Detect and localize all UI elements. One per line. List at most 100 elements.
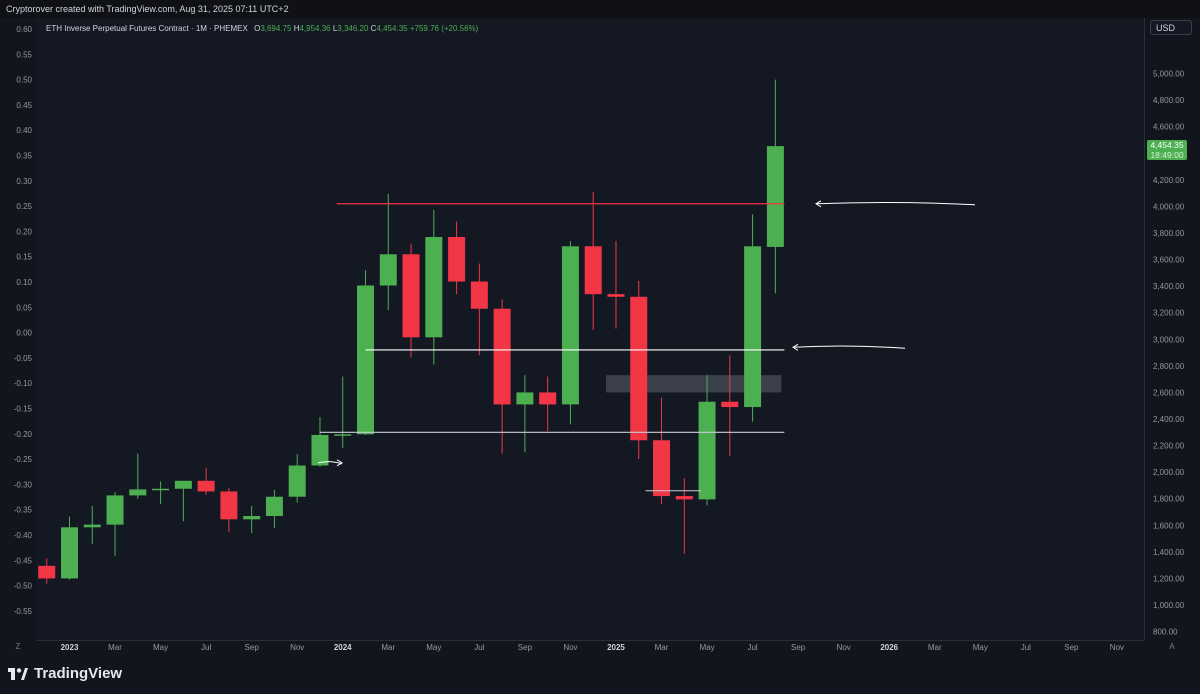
candle-2025-03[interactable] xyxy=(653,397,671,505)
price-tick-20: 1,200.00 xyxy=(1153,574,1185,583)
left-axis-ticks: 0.60 0.55 0.50 0.45 0.40 0.35 0.30 0.25 0.20 0.15… xyxy=(14,25,33,616)
auto-scale-button[interactable]: A xyxy=(1144,640,1200,654)
candle-2024-04[interactable] xyxy=(402,243,420,358)
left-tick-6: 0.30 xyxy=(16,177,32,186)
candle-2023-04[interactable] xyxy=(129,453,147,499)
time-tick-14: May xyxy=(699,643,714,652)
chart-pane[interactable] xyxy=(36,18,1144,640)
candle-2024-09[interactable] xyxy=(516,375,534,453)
candle-2025-08[interactable] xyxy=(766,79,784,294)
candle-2023-09[interactable] xyxy=(243,506,261,534)
time-tick-7: Mar xyxy=(381,643,395,652)
body-2023-11 xyxy=(288,465,306,497)
candle-2024-08[interactable] xyxy=(493,299,511,454)
low-label: L xyxy=(332,24,338,33)
symbol-legend[interactable]: ETH Inverse Perpetual Futures Contract ·… xyxy=(46,24,478,33)
left-tick-4: 0.40 xyxy=(16,126,32,135)
candle-2022-12[interactable] xyxy=(38,558,56,584)
open-value: 3,694.75 xyxy=(260,24,292,33)
left-tick-2: 0.50 xyxy=(16,76,32,85)
left-tick-15: -0.15 xyxy=(14,405,33,414)
candle-2023-08[interactable] xyxy=(220,488,238,532)
arrow-resistance[interactable] xyxy=(815,200,976,208)
arrow-breakout[interactable] xyxy=(317,459,343,467)
time-tick-10: Sep xyxy=(518,643,533,652)
arrow-support[interactable] xyxy=(792,343,906,351)
candle-2024-10[interactable] xyxy=(539,376,557,431)
body-2024-09 xyxy=(516,392,534,405)
candle-2023-06[interactable] xyxy=(174,480,192,522)
arrow-support-head xyxy=(792,343,799,351)
candles-layer xyxy=(38,79,784,584)
currency-button[interactable]: USD xyxy=(1150,20,1192,35)
candle-2025-06[interactable] xyxy=(721,355,739,457)
candle-2025-01[interactable] xyxy=(607,240,625,329)
body-2023-02 xyxy=(83,524,101,528)
candle-2023-05[interactable] xyxy=(152,481,170,505)
body-2024-04 xyxy=(402,254,420,338)
candle-2023-12[interactable] xyxy=(311,417,329,467)
zone-layer xyxy=(605,375,782,393)
left-tick-1: 0.55 xyxy=(16,50,32,59)
candle-2024-07[interactable] xyxy=(470,263,488,356)
price-tick-7: 3,800.00 xyxy=(1153,229,1185,238)
left-tick-19: -0.35 xyxy=(14,506,33,515)
time-tick-1: Mar xyxy=(108,643,122,652)
left-tick-17: -0.25 xyxy=(14,455,33,464)
last-price: 4,454.35 xyxy=(1150,140,1184,150)
body-2024-01 xyxy=(334,434,352,436)
time-axis[interactable] xyxy=(36,640,1144,654)
price-tick-8: 3,600.00 xyxy=(1153,256,1185,265)
body-2023-03 xyxy=(106,495,124,525)
price-tick-11: 3,000.00 xyxy=(1153,335,1185,344)
tradingview-brand: TradingView xyxy=(34,665,123,682)
candle-2023-11[interactable] xyxy=(288,454,306,503)
price-tick-13: 2,600.00 xyxy=(1153,388,1185,397)
arrow-support-shaft xyxy=(792,345,906,349)
candle-2025-04[interactable] xyxy=(675,478,693,554)
candle-2024-06[interactable] xyxy=(448,221,466,295)
low-value: 3,346.20 xyxy=(337,24,369,33)
time-tick-12: 2025 xyxy=(607,643,625,652)
candle-2023-03[interactable] xyxy=(106,492,124,556)
left-tick-10: 0.10 xyxy=(16,278,32,287)
time-tick-19: Mar xyxy=(928,643,942,652)
time-tick-22: Sep xyxy=(1064,643,1079,652)
left-tick-7: 0.25 xyxy=(16,202,32,211)
corner-z-label[interactable]: Z xyxy=(0,640,36,654)
candle-2024-01[interactable] xyxy=(334,376,352,449)
candle-2025-02[interactable] xyxy=(630,280,648,459)
candle-2023-01[interactable] xyxy=(61,516,78,580)
candle-2023-07[interactable] xyxy=(197,468,215,495)
candle-2023-10[interactable] xyxy=(265,490,283,528)
arrow-resistance-shaft xyxy=(815,201,976,206)
time-tick-20: May xyxy=(973,643,988,652)
candle-2024-05[interactable] xyxy=(425,209,443,365)
left-tick-5: 0.35 xyxy=(16,152,32,161)
tradingview-logo[interactable]: TradingView xyxy=(8,665,122,682)
candle-2024-12[interactable] xyxy=(584,191,602,330)
time-tick-21: Jul xyxy=(1021,643,1031,652)
price-axis[interactable] xyxy=(1144,18,1200,640)
body-2023-01 xyxy=(61,527,78,579)
high-label: H xyxy=(293,24,300,33)
candle-2025-05[interactable] xyxy=(698,375,716,506)
left-axis[interactable] xyxy=(0,18,36,640)
candle-2024-03[interactable] xyxy=(379,193,397,311)
annotation-lines xyxy=(317,200,976,492)
time-tick-2: May xyxy=(153,643,168,652)
body-2025-01 xyxy=(607,294,625,297)
body-2023-12 xyxy=(311,434,329,466)
body-2025-08 xyxy=(766,146,784,247)
candle-2024-02[interactable] xyxy=(357,270,375,435)
price-tick-22: 800.00 xyxy=(1153,628,1178,637)
gray-zone[interactable] xyxy=(605,375,782,393)
candle-2025-07[interactable] xyxy=(744,214,762,422)
left-tick-9: 0.15 xyxy=(16,253,32,262)
candle-2024-11[interactable] xyxy=(561,240,579,425)
arrow-breakout-shaft xyxy=(317,461,343,465)
price-tick-6: 4,000.00 xyxy=(1153,202,1185,211)
price-tick-17: 1,800.00 xyxy=(1153,495,1185,504)
candle-2023-02[interactable] xyxy=(83,506,101,544)
